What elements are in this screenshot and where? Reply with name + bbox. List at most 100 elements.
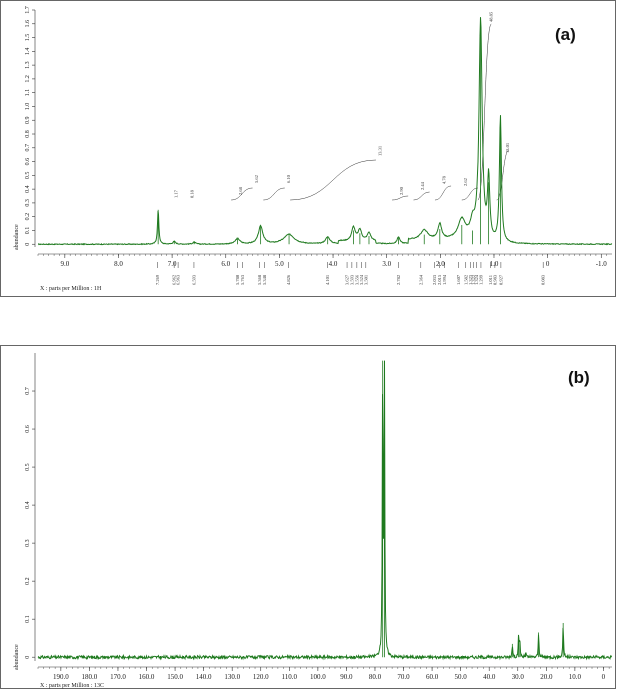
peak-label: 1.994 — [442, 274, 447, 285]
peak-label: 0.083 — [541, 274, 546, 285]
y-axis-label-a: abundance — [14, 224, 20, 250]
y-tick-label: 1.6 — [25, 20, 31, 28]
peak-label: 1.299 — [478, 274, 483, 285]
x-tick-label: 50.0 — [455, 673, 468, 681]
y-tick-label: 0.1 — [25, 615, 31, 623]
y-tick-label: 0.9 — [25, 116, 31, 124]
x-tick-label: 0 — [546, 260, 550, 268]
integration-labels-a: 1.17 0.18 2.68 5.62 6.10 13.31 2.90 2.44 4.78 2.6… — [173, 11, 510, 201]
peak-label: 5.348 — [262, 274, 267, 285]
peak-label: 4.101 — [325, 275, 330, 285]
peak-label: 3.556 — [354, 274, 359, 285]
integration-curve — [434, 185, 452, 201]
peak-label: 3.501 — [363, 275, 368, 285]
x-tick-label: 190.0 — [53, 673, 69, 681]
peak-label: 7.269 — [155, 274, 160, 285]
x-tick-label: 6.0 — [221, 260, 230, 268]
y-tick-label: 0.6 — [25, 158, 31, 166]
x-tick-label: 2.0 — [436, 260, 445, 268]
peak-label: 5.368 — [257, 274, 262, 285]
proton-nmr-spectrum-panel: (a) abundance X : parts per Million : 1H… — [0, 0, 616, 297]
y-tick-label: 1.4 — [25, 48, 31, 56]
integration-value: 2.90 — [399, 186, 404, 195]
y-tick-label: 1.7 — [25, 6, 31, 14]
y-tick-label: 1.3 — [25, 61, 31, 69]
x-tick-label: 100.0 — [310, 673, 326, 681]
x-tick-label: 180.0 — [82, 673, 98, 681]
y-tick-label: 0.5 — [25, 463, 31, 471]
integration-curve — [263, 187, 285, 201]
peak-label: 0.927 — [498, 274, 503, 285]
x-tick-label: 140.0 — [196, 673, 212, 681]
x-tick-label: 130.0 — [224, 673, 240, 681]
x-tick-label: 10.0 — [569, 673, 582, 681]
y-tick-label: 0.1 — [25, 227, 31, 235]
y-tick-label: 0.4 — [25, 501, 31, 509]
x-tick-label: 1.0 — [490, 260, 499, 268]
y-tick-label: 0.5 — [25, 172, 31, 180]
x-axis-label-b: X : parts per Million : 13C — [40, 683, 104, 689]
peak-label: 6.962 — [172, 275, 177, 285]
peak-label: 3.524 — [359, 274, 364, 285]
x-tick-label: 170.0 — [110, 673, 126, 681]
peak-label: 6.593 — [191, 274, 196, 285]
peak-label: 1.582 — [463, 275, 468, 285]
peak-label: 4.826 — [286, 274, 291, 285]
y-tick-label: 0.7 — [25, 387, 31, 395]
y-tick-label: 0.7 — [25, 144, 31, 152]
x-tick-label: 110.0 — [282, 673, 298, 681]
peak-label: 6.963 — [176, 274, 181, 285]
y-tick-label: 0.8 — [25, 130, 31, 138]
x-tick-label: 7.0 — [168, 260, 177, 268]
integration-value: 2.68 — [238, 186, 243, 195]
y-axis-label-b: abundance — [14, 644, 20, 670]
y-tick-label: 1.1 — [25, 89, 31, 97]
y-axis-ticks-b: 0 0.1 0.2 0.3 0.4 0.5 0.6 0.7 — [25, 353, 36, 661]
y-tick-label: 0.6 — [25, 425, 31, 433]
integration-value: 2.62 — [463, 178, 468, 186]
x-tick-label: 20.0 — [540, 673, 553, 681]
x-tick-label: 150.0 — [167, 673, 183, 681]
x-tick-label: -1.0 — [596, 260, 608, 268]
peak-label: 1.324 — [474, 274, 479, 285]
x-tick-label: 8.0 — [114, 260, 123, 268]
x-tick-label: 90.0 — [340, 673, 353, 681]
x-tick-label: 0 — [602, 673, 606, 681]
y-tick-label: 1.0 — [25, 103, 31, 111]
peak-label: 1.011 — [488, 275, 493, 285]
y-axis-ticks-a: 0 0.1 0.2 0.3 0.4 0.5 0.6 0.7 0.8 0.9 1.0 1.1 1.2 1.3… — [25, 6, 36, 247]
y-tick-label: 0.3 — [25, 539, 31, 547]
integration-curve — [461, 187, 478, 201]
y-tick-label: 1.5 — [25, 34, 31, 42]
spectrum-trace-a — [38, 17, 613, 246]
panel-label-b: (b) — [568, 368, 590, 387]
y-tick-label: 0.2 — [25, 213, 31, 221]
peak-label: 5.763 — [240, 274, 245, 285]
integration-curve — [413, 191, 430, 201]
integration-value: 6.10 — [286, 174, 291, 183]
x-tick-label: 4.0 — [329, 260, 338, 268]
peak-label: 1.323 — [468, 274, 473, 285]
integration-curve — [477, 23, 492, 201]
x-tick-label: 5.0 — [275, 260, 284, 268]
integration-value: 13.01 — [505, 143, 510, 153]
peak-label: 1.607 — [456, 274, 461, 285]
peak-label: 3.593 — [349, 274, 354, 285]
y-tick-label: 1.2 — [25, 75, 31, 83]
x-axis-ticks-a: 9.0 8.0 7.0 6.0 5.0 4.0 3.0 2.0 1.0 0 -1.0 — [37, 253, 612, 268]
x-tick-label: 120.0 — [253, 673, 269, 681]
integration-value: 2.44 — [420, 181, 425, 190]
integration-value: 4.78 — [442, 175, 447, 184]
x-tick-label: 40.0 — [483, 673, 496, 681]
integration-value: 48.85 — [488, 11, 493, 22]
spectrum-trace-b — [37, 360, 612, 661]
peak-label: 1.322 — [471, 275, 476, 285]
integration-value: 13.31 — [377, 146, 382, 156]
integration-curve — [392, 195, 409, 201]
peak-label: 2.015 — [437, 274, 442, 285]
integration-curve — [231, 187, 253, 201]
y-tick-label: 0 — [25, 656, 31, 659]
peak-label: 2.782 — [396, 275, 401, 285]
y-tick-label: 0 — [25, 243, 31, 246]
panel-label-a: (a) — [555, 25, 576, 44]
